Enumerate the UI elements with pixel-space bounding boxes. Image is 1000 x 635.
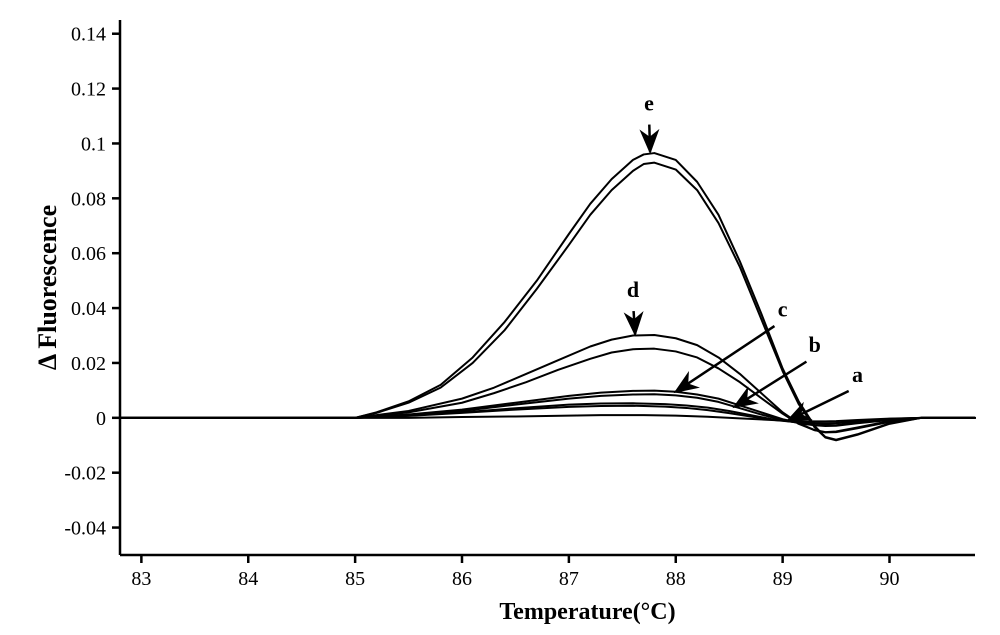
y-tick-label: 0.12 xyxy=(71,79,106,101)
y-tick-label: 0.04 xyxy=(71,298,106,320)
y-tick-label: -0.02 xyxy=(64,463,106,485)
y-tick-label: -0.04 xyxy=(64,518,106,540)
curve-label-b: b xyxy=(809,332,821,357)
x-tick-label: 85 xyxy=(345,568,365,590)
curve-label-e: e xyxy=(644,91,654,116)
x-tick-label: 83 xyxy=(131,568,151,590)
melting-curve-chart: 83 84 85 86 87 88 89 90 -0.04 -0.02 0 0.02 0.04 0.06 0… xyxy=(0,0,1000,635)
chart-svg: 83 84 85 86 87 88 89 90 -0.04 -0.02 0 0.02 0.04 0.06 0… xyxy=(0,0,1000,635)
x-tick-label: 84 xyxy=(238,568,258,590)
curve-label-a: a xyxy=(852,362,863,387)
y-tick-label: 0.08 xyxy=(71,188,106,210)
x-axis-label: Temperature(°C) xyxy=(499,599,675,625)
x-tick-label: 89 xyxy=(773,568,793,590)
curve-arrow-e xyxy=(649,125,650,152)
y-tick-label: 0.02 xyxy=(71,353,106,375)
y-axis-label: Δ Fluorescence xyxy=(33,205,62,370)
x-tick-label: 88 xyxy=(666,568,686,590)
curve-label-d: d xyxy=(627,277,639,302)
y-tick-label: 0.14 xyxy=(71,24,106,46)
x-tick-label: 86 xyxy=(452,568,472,590)
y-tick-label: 0.06 xyxy=(71,243,106,265)
y-tick-label: 0.1 xyxy=(81,133,106,155)
curve-label-c: c xyxy=(778,296,788,321)
curve-arrow-d xyxy=(634,311,636,334)
x-tick-label: 87 xyxy=(559,568,579,590)
y-tick-label: 0 xyxy=(96,408,106,430)
x-tick-label: 90 xyxy=(880,568,900,590)
